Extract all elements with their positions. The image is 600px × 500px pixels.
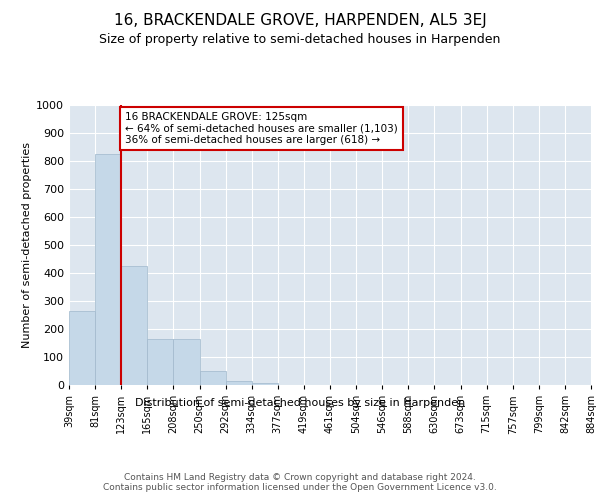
Bar [69,312,95,385]
Bar [121,266,148,385]
Y-axis label: Number of semi-detached properties: Number of semi-detached properties [22,142,32,348]
Bar [95,154,121,385]
Bar [173,339,199,385]
Text: Distribution of semi-detached houses by size in Harpenden: Distribution of semi-detached houses by … [135,398,465,407]
Bar [148,339,173,385]
Bar [252,383,278,385]
Text: Size of property relative to semi-detached houses in Harpenden: Size of property relative to semi-detach… [100,32,500,46]
Bar [226,382,252,385]
Bar [199,371,226,385]
Text: 16 BRACKENDALE GROVE: 125sqm
← 64% of semi-detached houses are smaller (1,103)
3: 16 BRACKENDALE GROVE: 125sqm ← 64% of se… [125,112,398,145]
Text: Contains HM Land Registry data © Crown copyright and database right 2024.
Contai: Contains HM Land Registry data © Crown c… [103,472,497,492]
Text: 16, BRACKENDALE GROVE, HARPENDEN, AL5 3EJ: 16, BRACKENDALE GROVE, HARPENDEN, AL5 3E… [113,12,487,28]
